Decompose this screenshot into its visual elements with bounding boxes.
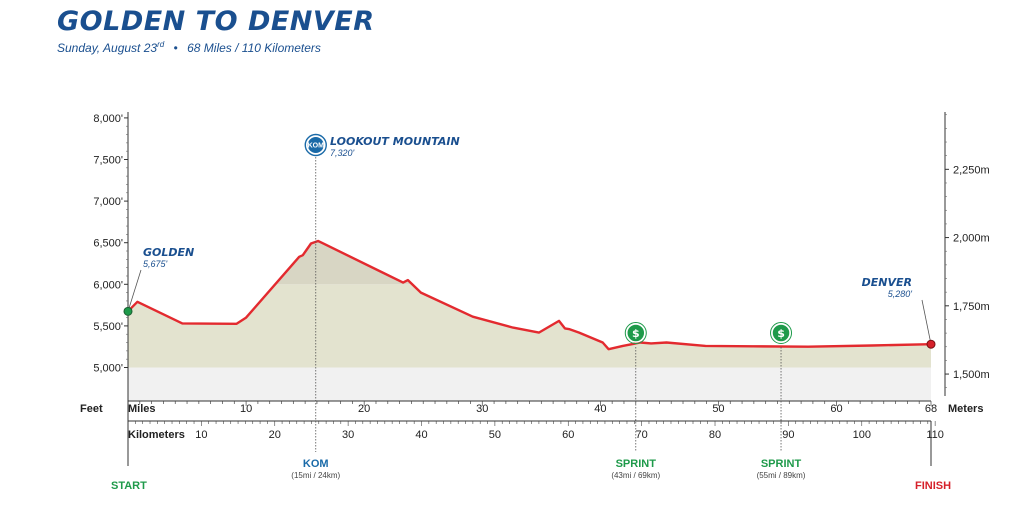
sprint-2-marker-detail: (55mi / 89km)	[757, 471, 806, 480]
golden-name: GOLDEN	[143, 246, 194, 259]
km-tick-label: 110	[926, 429, 944, 441]
sprint-1-marker-detail: (43mi / 69km)	[611, 471, 660, 480]
y-tick-label: 6,500'	[93, 238, 123, 250]
sprint-1-icon-glyph: $	[632, 327, 640, 340]
elevation-line	[127, 239, 932, 351]
km-tick-label: 90	[782, 429, 794, 441]
miles-tick-label: 68	[925, 403, 937, 415]
finish-label: FINISH	[915, 480, 951, 492]
meters-axis-title: Meters	[948, 403, 983, 415]
km-tick-label: 10	[195, 429, 207, 441]
y-tick-label: 7,000'	[93, 196, 123, 208]
kom-marker-label: KOM	[303, 458, 329, 470]
km-tick-label: 30	[342, 429, 354, 441]
miles-tick-label: 10	[240, 403, 252, 415]
km-tick-label: 100	[853, 429, 871, 441]
golden-elev: 5,675'	[143, 259, 168, 269]
km-tick-label: 40	[415, 429, 427, 441]
miles-tick-label: 60	[830, 403, 842, 415]
y-tick-label: 7,500'	[93, 155, 123, 167]
profile-area	[127, 118, 932, 401]
separator-dot: •	[173, 41, 178, 55]
date-ordinal: rd	[157, 40, 165, 49]
band-7000-8000	[128, 118, 931, 201]
band-6000-7000	[128, 241, 931, 285]
stage-date: Sunday, August 23	[57, 41, 158, 55]
meters-tick-label: 2,000m	[953, 233, 990, 245]
denver-elev: 5,280'	[888, 289, 913, 299]
km-tick-label: 70	[636, 429, 648, 441]
km-axis-title: Kilometers	[128, 429, 185, 441]
miles-tick-label: 20	[358, 403, 370, 415]
golden-dot	[123, 306, 133, 316]
km-tick-label: 80	[709, 429, 721, 441]
sprint-1-dollar-icon	[626, 323, 646, 343]
meters-tick-label: 2,250m	[953, 164, 990, 176]
sprint-2-dollar-icon	[771, 323, 791, 343]
lookout-elev: 7,320'	[330, 148, 355, 158]
miles-axis-title: Miles	[128, 403, 156, 415]
denver-name: DENVER	[862, 276, 912, 289]
sprint-1-icon-ring	[624, 322, 647, 344]
meters-tick-label: 1,750m	[953, 301, 990, 313]
sprint-1-marker-label: SPRINT	[616, 458, 657, 470]
y-tick-label: 5,500'	[93, 321, 123, 333]
denver-dot	[926, 339, 936, 349]
y-tick-label: 5,000'	[93, 363, 123, 375]
start-label: START	[111, 480, 147, 492]
lookout-name: LOOKOUT MOUNTAIN	[330, 135, 460, 148]
kom-marker-detail: (15mi / 24km)	[291, 471, 340, 480]
kom-badge-text: KOM	[308, 143, 325, 150]
denver-leader	[921, 299, 932, 345]
meters-tick-label: 1,500m	[953, 369, 990, 381]
stage-distance: 68 Miles / 110 Kilometers	[187, 41, 321, 55]
miles-tick-label: 50	[712, 403, 724, 415]
chart-axes: 5,000' 5,500' 6,000' 6,500' 7,000' 7,500' 8,00…	[80, 112, 990, 466]
km-tick-label: 50	[489, 429, 501, 441]
band-5000-6000	[128, 284, 931, 368]
kom-badge-icon	[307, 137, 324, 153]
miles-tick-label: 40	[594, 403, 606, 415]
y-tick-label: 8,000'	[93, 113, 123, 125]
stage-subtitle: Sunday, August 23rd • 68 Miles / 110 Kil…	[57, 40, 375, 55]
km-tick-label: 60	[562, 429, 574, 441]
title-block: GOLDEN TO DENVER Sunday, August 23rd • 6…	[57, 6, 375, 55]
y-tick-label: 6,000'	[93, 279, 123, 291]
golden-leader	[127, 269, 142, 312]
sprint-2-marker-label: SPRINT	[761, 458, 802, 470]
area-base-band	[128, 367, 931, 401]
course-markers: KOM(15mi / 24km)$SPRINT(43mi / 69km)$SPR…	[111, 157, 951, 492]
miles-tick-label: 30	[476, 403, 488, 415]
sprint-2-icon-ring	[770, 322, 793, 344]
km-tick-label: 20	[269, 429, 281, 441]
sprint-2-icon-glyph: $	[777, 327, 785, 340]
page-title: GOLDEN TO DENVER	[57, 6, 375, 37]
feet-axis-title: Feet	[80, 403, 103, 415]
